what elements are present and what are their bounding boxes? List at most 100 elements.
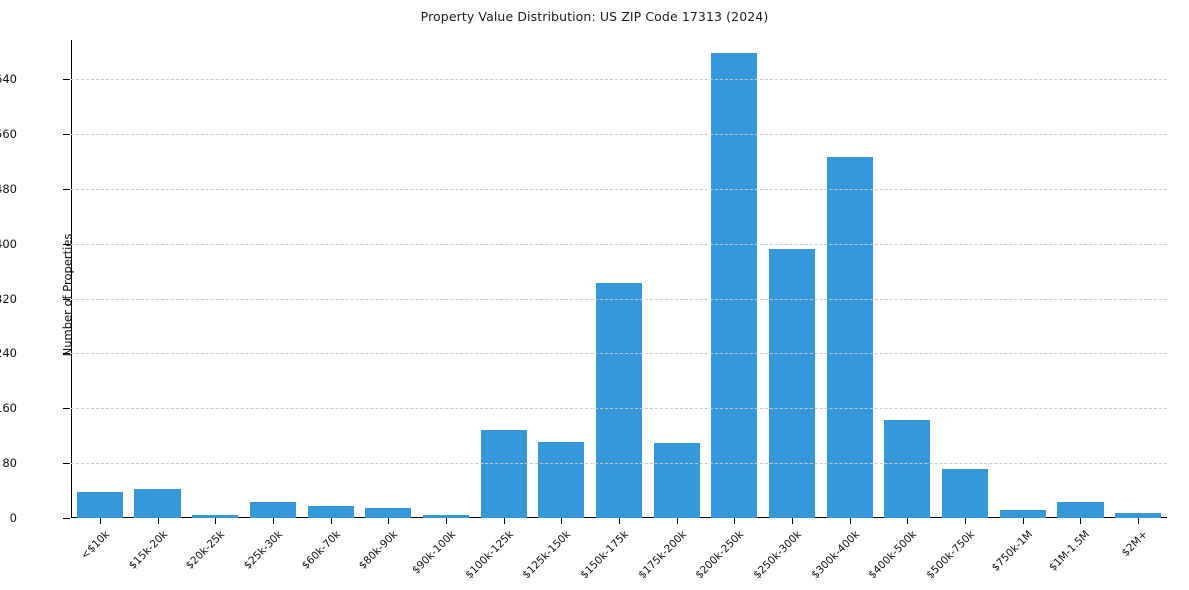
y-axis-tick	[63, 188, 70, 190]
y-axis-tick	[63, 133, 70, 135]
y-axis-tick-label: 80	[2, 456, 17, 471]
bar[interactable]	[192, 514, 239, 518]
x-axis-tick	[676, 518, 678, 524]
x-axis-tick-label: $300k-400k	[809, 527, 863, 581]
x-axis-tick	[1138, 518, 1140, 524]
x-axis-tick	[561, 518, 563, 524]
x-axis-tick	[965, 518, 967, 524]
x-axis-tick-label: $175k-200k	[636, 527, 690, 581]
x-axis-tick-label-text: $90k-100k	[409, 528, 459, 577]
y-axis-tick-label: 560	[0, 126, 17, 141]
x-axis-tick-label-text: <$10k	[78, 528, 112, 562]
x-axis-tick-label: $200k-250k	[694, 527, 748, 581]
x-axis-tick-label-text: $25k-30k	[241, 528, 285, 572]
plot-area: <$10k $15k-20k $20k-25k $25k-30k $60k-70k $80…	[63, 40, 1167, 581]
y-axis-tick-label: 640	[0, 72, 17, 87]
x-axis-tick	[215, 518, 217, 524]
bar[interactable]	[422, 515, 469, 518]
x-axis-tick	[503, 518, 505, 524]
x-axis-tick	[1080, 518, 1082, 524]
bar[interactable]	[480, 430, 527, 518]
bar[interactable]	[768, 249, 816, 518]
x-axis-tick-label-text: $60k-70k	[299, 528, 343, 572]
x-axis-tick-label: $750k-1M	[989, 527, 1036, 574]
bar[interactable]	[1115, 513, 1162, 518]
chart-title: Property Value Distribution: US ZIP Code…	[420, 9, 769, 24]
bar[interactable]	[999, 509, 1046, 518]
bar[interactable]	[307, 505, 354, 518]
bars-layer	[71, 40, 1167, 518]
y-axis-tick	[63, 298, 70, 300]
x-axis-tick-label: $1M-1.5M	[1047, 527, 1094, 573]
x-axis-tick-label-text: $250k-300k	[751, 528, 805, 582]
gridline	[71, 243, 1167, 245]
y-axis-tick	[63, 518, 70, 519]
x-axis-tick-label-text: $400k-500k	[866, 528, 920, 582]
gridline	[71, 463, 1167, 465]
x-axis-tick-label: $90k-100k	[409, 527, 460, 577]
x-axis-tick-label: $400k-500k	[867, 527, 921, 581]
y-axis-tick	[63, 408, 70, 410]
x-axis-tick-label: $80k-90k	[356, 527, 402, 572]
bar[interactable]	[595, 283, 643, 518]
y-axis-tick-label: 160	[0, 401, 17, 416]
gridline	[71, 79, 1167, 81]
x-axis-tick-label-text: $125k-150k	[520, 528, 574, 582]
x-axis-tick	[272, 518, 274, 524]
x-axis-tick-label: $500k-750k	[924, 527, 978, 581]
x-axis-tick-label-text: $80k-90k	[356, 528, 401, 572]
x-axis-tick-label-text: $200k-250k	[693, 528, 747, 582]
y-axis-tick-label: 320	[0, 291, 17, 306]
y-axis-tick-label: 400	[0, 236, 17, 251]
bar[interactable]	[942, 468, 989, 518]
bar[interactable]	[76, 491, 123, 518]
x-axis-tick	[388, 518, 390, 524]
x-axis-tick-label: $125k-150k	[521, 527, 575, 581]
gridline	[71, 353, 1167, 355]
x-axis-tick-label: $100k-125k	[463, 527, 517, 581]
x-axis-tick	[157, 518, 159, 524]
bar[interactable]	[711, 53, 758, 518]
x-axis-tick-label-text: $750k-1M	[989, 528, 1035, 574]
y-axis-tick	[63, 463, 70, 465]
x-axis-tick	[330, 518, 332, 524]
gridline	[71, 133, 1167, 135]
x-axis-tick	[99, 518, 101, 524]
x-axis-tick	[445, 518, 447, 524]
x-axis-tick-label: $20k-25k	[183, 527, 229, 572]
x-axis-tick-label: $250k-300k	[751, 527, 805, 581]
bar[interactable]	[653, 443, 700, 518]
y-axis-tick-label: 0	[9, 511, 17, 525]
bar[interactable]	[365, 508, 412, 518]
bar[interactable]	[826, 156, 873, 518]
bar[interactable]	[249, 502, 296, 518]
gridline	[71, 188, 1167, 190]
gridline	[71, 408, 1167, 410]
x-axis-tick-label: $15k-20k	[126, 527, 171, 572]
x-axis-tick-label: $150k-175k	[578, 527, 632, 581]
bar[interactable]	[1057, 502, 1104, 518]
bar[interactable]	[538, 441, 585, 518]
gridline	[71, 298, 1167, 300]
x-axis-tick-label-text: $100k-125k	[462, 528, 516, 582]
y-axis-tick	[63, 243, 70, 245]
x-axis-tick	[792, 518, 794, 524]
x-axis-tick	[619, 518, 620, 524]
y-axis-tick-label: 480	[0, 181, 17, 196]
x-axis-tick	[849, 518, 851, 524]
x-axis-tick	[907, 518, 909, 524]
y-axis-tick	[63, 353, 70, 355]
x-axis-tick-label: $25k-30k	[241, 527, 287, 572]
x-axis-tick-label-text: $20k-25k	[183, 528, 228, 572]
x-axis-tick-label: <$10k	[78, 527, 114, 562]
x-axis-tick-label-text: $2M+	[1119, 528, 1151, 559]
y-axis-tick-label: 240	[0, 346, 17, 361]
x-axis-tick-label-text: $15k-20k	[126, 528, 170, 572]
bar[interactable]	[134, 488, 181, 518]
x-axis-tick-label-text: $175k-200k	[635, 528, 689, 582]
bar[interactable]	[884, 419, 931, 518]
x-axis-tick-label-text: $300k-400k	[808, 528, 862, 582]
x-axis-tick-label-text: $150k-175k	[578, 528, 632, 582]
x-axis-tick-label: $60k-70k	[299, 527, 344, 572]
